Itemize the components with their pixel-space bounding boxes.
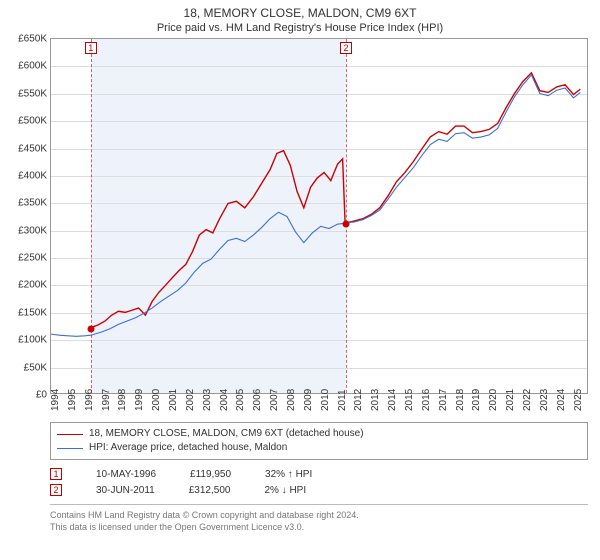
marker-dot (87, 326, 94, 333)
y-tick-label: £550K (18, 88, 51, 99)
y-tick-label: £0 (36, 390, 51, 401)
legend-item-hpi: HPI: Average price, detached house, Mald… (57, 441, 581, 455)
price-chart: £0£50K£100K£150K£200K£250K£300K£350K£400… (50, 38, 588, 418)
plot-area: £0£50K£100K£150K£200K£250K£300K£350K£400… (50, 38, 588, 394)
chart-svg (51, 39, 587, 393)
y-tick-label: £200K (18, 280, 51, 291)
marker-line (91, 39, 92, 393)
marker-line (346, 39, 347, 393)
y-tick-label: £600K (18, 61, 51, 72)
y-tick-label: £250K (18, 253, 51, 264)
y-tick-label: £50K (24, 362, 51, 373)
legend-item-price-paid: 18, MEMORY CLOSE, MALDON, CM9 6XT (detac… (57, 427, 581, 441)
marker-badge: 2 (340, 42, 352, 54)
x-axis: 1994199519961997199819992000200120022003… (50, 394, 588, 418)
y-tick-label: £300K (18, 225, 51, 236)
legend: 18, MEMORY CLOSE, MALDON, CM9 6XT (detac… (50, 422, 588, 460)
marker-date: 30-JUN-2011 (96, 485, 155, 496)
page-title: 18, MEMORY CLOSE, MALDON, CM9 6XT (8, 6, 592, 20)
y-tick-label: £500K (18, 116, 51, 127)
notice-line: Contains HM Land Registry data © Crown c… (50, 509, 588, 521)
y-tick-label: £150K (18, 307, 51, 318)
notice-line: This data is licensed under the Open Gov… (50, 521, 588, 533)
marker-price: £312,500 (189, 485, 231, 496)
marker-badge: 1 (85, 42, 97, 54)
marker-badge: 2 (50, 484, 62, 496)
y-tick-label: £100K (18, 335, 51, 346)
legend-label: HPI: Average price, detached house, Mald… (89, 441, 287, 455)
y-tick-label: £350K (18, 198, 51, 209)
marker-dot (342, 221, 349, 228)
page-subtitle: Price paid vs. HM Land Registry's House … (8, 22, 592, 34)
legend-swatch (57, 448, 83, 449)
y-tick-label: £450K (18, 143, 51, 154)
marker-delta: 32% ↑ HPI (265, 469, 312, 480)
y-tick-label: £400K (18, 170, 51, 181)
markers-table: 1 10-MAY-1996 £119,950 32% ↑ HPI 2 30-JU… (50, 466, 588, 498)
marker-delta: 2% ↓ HPI (264, 485, 306, 496)
legend-swatch (57, 434, 83, 435)
marker-date: 10-MAY-1996 (96, 469, 156, 480)
marker-price: £119,950 (190, 469, 231, 480)
marker-row: 2 30-JUN-2011 £312,500 2% ↓ HPI (50, 482, 588, 498)
legend-label: 18, MEMORY CLOSE, MALDON, CM9 6XT (detac… (89, 427, 364, 441)
marker-row: 1 10-MAY-1996 £119,950 32% ↑ HPI (50, 466, 588, 482)
licence-notice: Contains HM Land Registry data © Crown c… (50, 504, 588, 533)
marker-badge: 1 (50, 468, 62, 480)
y-tick-label: £650K (18, 34, 51, 45)
series-line-hpi (51, 75, 580, 336)
